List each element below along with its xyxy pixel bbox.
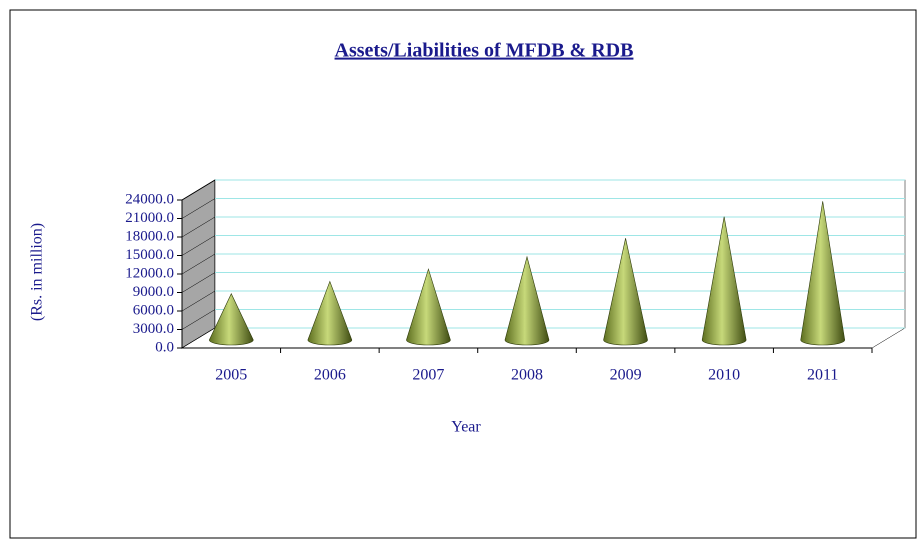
grid-line [181, 327, 216, 349]
y-tick-label: 6000.0 [133, 302, 174, 318]
cone [603, 238, 648, 346]
grid-line [181, 309, 216, 330]
y-tick-label: 15000.0 [125, 247, 174, 263]
grid-line [181, 179, 216, 201]
y-tick-label: 9000.0 [133, 284, 174, 300]
cone [701, 216, 747, 346]
y-tick-label: 3000.0 [133, 321, 174, 337]
grid-line [181, 198, 216, 219]
y-tick-label: 24000.0 [125, 191, 174, 207]
cone [208, 293, 254, 346]
y-tick-label: 18000.0 [125, 228, 174, 244]
x-tick-label: 2011 [807, 367, 838, 384]
cone [406, 268, 451, 346]
grid-line [181, 290, 216, 312]
y-tick-label: 0.0 [155, 339, 174, 355]
frame [9, 9, 917, 539]
y-tick-label: 21000.0 [125, 210, 174, 226]
cone [307, 280, 353, 346]
x-tick-label: 2008 [511, 367, 543, 384]
grid-line [181, 253, 216, 275]
x-tick-label: 2009 [610, 367, 642, 384]
cone [800, 201, 846, 346]
x-tick-label: 2010 [708, 367, 740, 384]
grid-line [181, 216, 216, 238]
x-tick-label: 2006 [314, 367, 346, 384]
grid-line [181, 272, 216, 293]
cone [504, 255, 550, 346]
y-tick-label: 12000.0 [125, 265, 174, 281]
x-tick-label: 2005 [215, 367, 247, 384]
chart-title: Assets/Liabilities of MFDB & RDB [335, 40, 634, 62]
y-axis-label: (Rs. in million) [29, 223, 46, 321]
x-axis-label: Year [451, 419, 481, 436]
x-tick-label: 2007 [412, 367, 444, 384]
grid-line [181, 235, 216, 256]
